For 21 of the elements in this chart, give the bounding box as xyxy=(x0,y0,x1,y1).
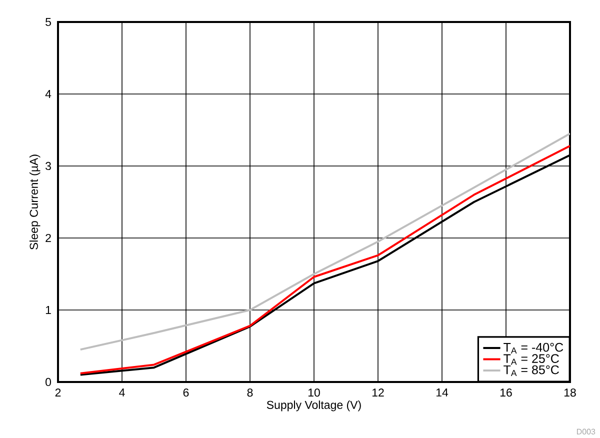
legend-label: T$_{A}$ = 85°C xyxy=(504,365,559,376)
x-axis-title: Supply Voltage (V) xyxy=(266,400,361,412)
y-tick-label: 2 xyxy=(46,234,51,242)
y-tick-label: 5 xyxy=(46,18,51,26)
x-tick-label: 4 xyxy=(119,388,125,396)
y-tick-label: 1 xyxy=(46,306,51,314)
x-tick-label: 18 xyxy=(564,388,576,397)
x-tick-label: 12 xyxy=(372,388,384,397)
x-tick-label: 8 xyxy=(247,388,253,397)
y-tick-label: 0 xyxy=(46,378,52,386)
x-tick-label: 14 xyxy=(436,388,448,396)
legend-label: T$_{A}$ = -40°C xyxy=(504,342,564,354)
x-tick-label: 10 xyxy=(308,388,320,397)
x-tick-label: 6 xyxy=(183,388,189,397)
y-tick-label: 3 xyxy=(46,162,51,170)
text: D003 xyxy=(577,428,596,434)
x-tick-label: 16 xyxy=(500,388,512,397)
y-axis-title: Sleep Current (µA) xyxy=(30,154,40,250)
y-tick-label: 4 xyxy=(45,90,52,98)
legend-label: T$_{A}$ = 25°C xyxy=(504,354,559,365)
x-tick-label: 2 xyxy=(55,388,61,397)
